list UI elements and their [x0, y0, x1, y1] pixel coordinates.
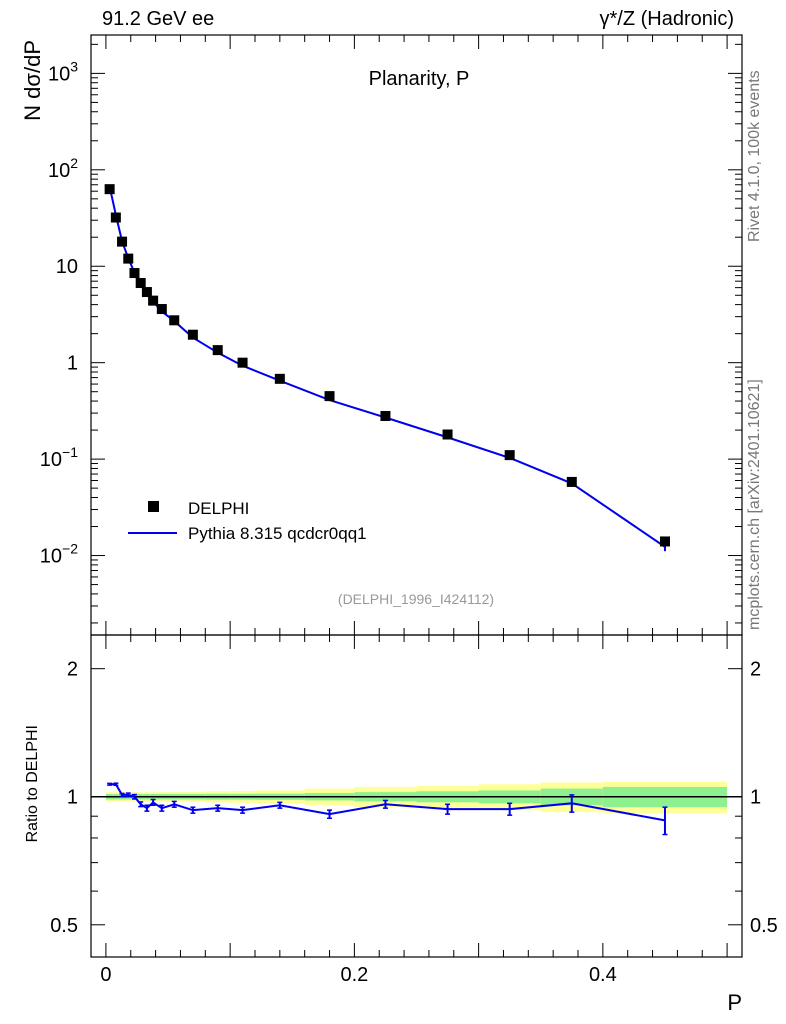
rivet-version-label: Rivet 4.1.0, 100k events [746, 70, 763, 242]
y-tick-label: 102 [48, 155, 78, 182]
data-point [169, 315, 180, 326]
ratio-y-tick-label: 1 [67, 787, 78, 809]
data-point [212, 345, 223, 356]
y-axis-label: N dσ/dP [20, 40, 45, 121]
y-tick-label: 10 [56, 256, 78, 278]
data-point [380, 410, 391, 421]
x-axis-label: P [727, 990, 742, 1015]
data-point [123, 253, 134, 264]
data-point [237, 357, 248, 368]
data-point [110, 212, 121, 223]
ratio-y-tick-label-right: 2 [750, 659, 761, 681]
data-point [135, 278, 146, 289]
mc-line [108, 186, 666, 548]
mcplots-source-label: mcplots.cern.ch [arXiv:2401.10621] [746, 379, 763, 630]
data-point [187, 329, 198, 340]
legend-data-label: DELPHI [188, 499, 249, 518]
data-point [274, 373, 285, 384]
legend-mc-label: Pythia 8.315 qcdcr0qq1 [188, 524, 367, 543]
y-tick-label: 1 [67, 353, 78, 375]
main-chart-title: Planarity, P [368, 68, 470, 90]
data-point [129, 268, 140, 279]
x-tick-label: 0.2 [340, 964, 368, 986]
ratio-y-tick-label: 0.5 [50, 915, 78, 937]
data-point [324, 391, 335, 402]
legend-data-marker [148, 501, 159, 512]
data-point [117, 236, 128, 247]
data-point [104, 184, 115, 195]
y-tick-label: 103 [48, 58, 78, 85]
ratio-mc-line [109, 783, 666, 822]
x-tick-label: 0.4 [589, 964, 617, 986]
data-point [659, 536, 670, 547]
data-point [156, 304, 167, 315]
y-tick-label: 10−1 [40, 444, 78, 471]
data-point [504, 450, 515, 461]
data-point [566, 476, 577, 487]
analysis-id-label: (DELPHI_1996_I424112) [338, 591, 494, 607]
ratio-y-tick-label: 2 [67, 659, 78, 681]
y-tick-label: 10−2 [40, 541, 78, 568]
data-point [141, 287, 152, 298]
header-left-label: 91.2 GeV ee [102, 8, 215, 30]
ratio-y-axis-label: Ratio to DELPHI [24, 725, 41, 842]
ratio-y-tick-label-right: 0.5 [750, 915, 778, 937]
x-tick-label: 0 [100, 964, 111, 986]
data-point [442, 429, 453, 440]
header-right-label: γ*/Z (Hadronic) [599, 8, 734, 30]
ratio-y-tick-label-right: 1 [750, 787, 761, 809]
data-point [148, 295, 159, 306]
